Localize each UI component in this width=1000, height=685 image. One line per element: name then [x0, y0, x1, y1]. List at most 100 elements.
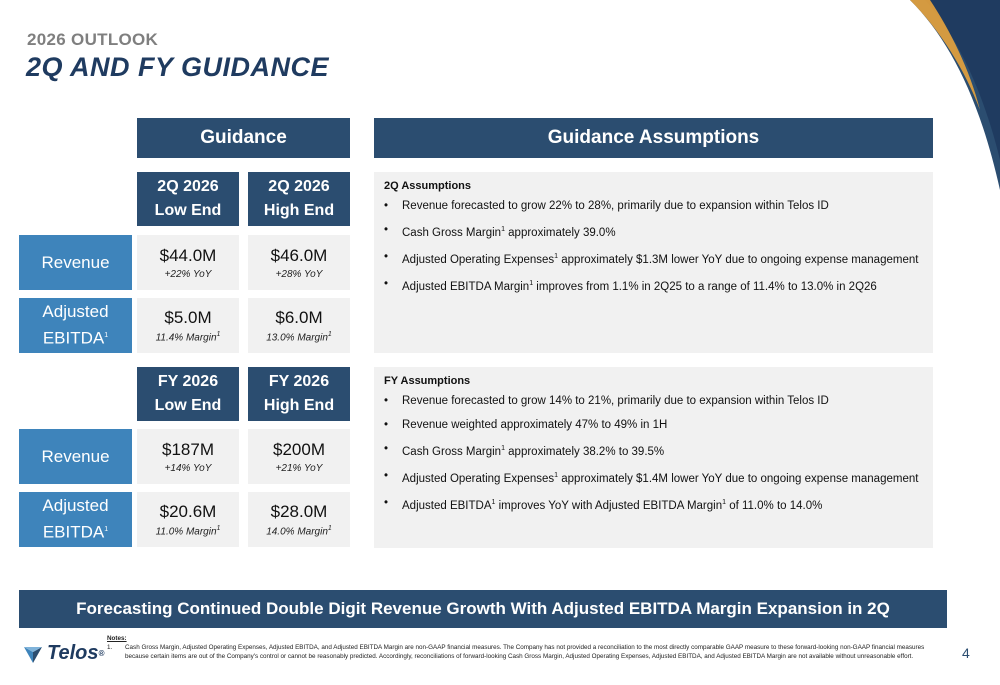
value: $28.0M: [270, 501, 328, 521]
summary-banner: Forecasting Continued Double Digit Reven…: [19, 590, 947, 628]
telos-mark-icon: [24, 646, 42, 663]
q2-revenue-high: $46.0M +28% YoY: [248, 235, 350, 290]
list-item: • Cash Gross Margin1 approximately 39.0%: [384, 222, 923, 241]
footnotes: Notes: 1. Cash Gross Margin, Adjusted Op…: [107, 634, 937, 661]
value-sub: +14% YoY: [164, 462, 212, 474]
footnote-marker: 1: [104, 332, 109, 340]
fy-revenue-low: $187M +14% YoY: [137, 429, 239, 484]
fy-assumptions-panel: FY Assumptions • Revenue forecasted to g…: [374, 367, 933, 548]
footnote-marker: 1: [501, 445, 505, 452]
header-line: FY 2026: [268, 373, 330, 390]
bullet-text: improves YoY with Adjusted EBITDA Margin: [495, 499, 723, 512]
value: $44.0M: [159, 245, 217, 265]
bullet-text: improves from 1.1% in 2Q25 to a range of…: [533, 280, 877, 293]
bullet-glyph: •: [384, 250, 389, 263]
page-title: 2Q AND FY GUIDANCE: [26, 52, 330, 82]
fy-ebitda-high: $28.0M 14.0% Margin1: [248, 492, 350, 547]
row-label: Adjusted: [42, 496, 109, 516]
q2-high-header: 2Q 2026 High End: [248, 172, 350, 226]
list-item: • Adjusted Operating Expenses1 approxima…: [384, 468, 923, 487]
q2-revenue-low: $44.0M +22% YoY: [137, 235, 239, 290]
banner-text: Forecasting Continued Double Digit Reven…: [76, 599, 890, 618]
bullet-text: Cash Gross Margin: [402, 445, 502, 458]
value-sub: 11.0% Margin: [155, 526, 217, 538]
registered-mark: ®: [98, 649, 105, 658]
logo-text: Telos: [47, 642, 99, 664]
assumptions-title: Guidance Assumptions: [547, 127, 760, 148]
fy-revenue-label: Revenue: [19, 429, 132, 484]
value: $5.0M: [164, 307, 212, 327]
q2-revenue-label: Revenue: [19, 235, 132, 290]
bullet-text: Adjusted Operating Expenses: [402, 472, 555, 485]
bullet-text: approximately $1.3M lower YoY due to ong…: [558, 253, 919, 266]
q2-assumptions-title: 2Q Assumptions: [384, 180, 471, 192]
bullet-text: Revenue forecasted to grow 14% to 21%, p…: [402, 395, 829, 407]
row-label: EBITDA: [42, 328, 105, 348]
q2-ebitda-high: $6.0M 13.0% Margin1: [248, 298, 350, 353]
note-number: 1.: [107, 644, 113, 651]
bullet-text: Revenue weighted approximately 47% to 49…: [402, 419, 668, 431]
bullet-text: Adjusted Operating Expenses: [402, 253, 555, 266]
header-line: High End: [263, 397, 335, 414]
bullet-glyph: •: [384, 277, 389, 290]
bullet-text: approximately 39.0%: [504, 226, 616, 239]
footnote-marker: 1: [104, 526, 109, 534]
bullet-glyph: •: [384, 395, 389, 407]
list-item: • Adjusted EBITDA Margin1 improves from …: [384, 276, 923, 295]
footnote-marker: 1: [327, 330, 332, 338]
value: $20.6M: [159, 501, 217, 521]
value: $6.0M: [275, 307, 323, 327]
bullet-text: Revenue forecasted to grow 22% to 28%, p…: [402, 200, 829, 212]
fy-ebitda-label: Adjusted EBITDA1: [19, 492, 132, 547]
guidance-header: Guidance: [137, 118, 350, 158]
value: $200M: [273, 439, 325, 459]
note-text: Cash Gross Margin, Adjusted Operating Ex…: [125, 644, 925, 660]
list-item: • Adjusted EBITDA1 improves YoY with Adj…: [384, 495, 923, 514]
guidance-title: Guidance: [200, 127, 287, 148]
header-line: Low End: [154, 397, 222, 414]
footnote-marker: 1: [327, 524, 332, 532]
header-line: Low End: [154, 202, 222, 219]
bullet-glyph: •: [384, 443, 389, 455]
fy-revenue-high: $200M +21% YoY: [248, 429, 350, 484]
list-item: • Cash Gross Margin1 approximately 38.2%…: [384, 441, 923, 460]
page-subtitle: 2026 OUTLOOK: [27, 30, 159, 49]
footnote-marker: 1: [216, 524, 221, 532]
header-line: High End: [263, 202, 335, 219]
bullet-glyph: •: [384, 496, 389, 509]
note-item: 1. Cash Gross Margin, Adjusted Operating…: [107, 643, 937, 661]
bullet-text: Adjusted EBITDA: [402, 499, 492, 512]
list-item: • Adjusted Operating Expenses1 approxima…: [384, 249, 923, 268]
footnote-marker: 1: [491, 498, 496, 506]
telos-logo: Telos ®: [22, 642, 104, 665]
bullet-text: of 11.0% to 14.0%: [726, 499, 823, 512]
q2-assumptions-panel: 2Q Assumptions • Revenue forecasted to g…: [374, 172, 933, 353]
header-line: FY 2026: [157, 373, 219, 390]
row-label: Revenue: [41, 252, 110, 272]
value: $46.0M: [270, 245, 328, 265]
fy-assumptions-title: FY Assumptions: [384, 375, 471, 387]
row-label: Revenue: [41, 446, 110, 466]
footnote-marker: 1: [501, 226, 505, 233]
row-label: Adjusted: [42, 302, 109, 322]
notes-heading: Notes:: [107, 635, 127, 642]
value-sub: +21% YoY: [275, 462, 323, 474]
q2-ebitda-low: $5.0M 11.4% Margin1: [137, 298, 239, 353]
bullet-text: approximately $1.4M lower YoY due to ong…: [558, 472, 919, 485]
q2-low-header: 2Q 2026 Low End: [137, 172, 239, 226]
list-item: • Revenue forecasted to grow 14% to 21%,…: [384, 393, 923, 409]
header-line: 2Q 2026: [268, 178, 330, 195]
bullet-text: Adjusted EBITDA Margin: [402, 280, 530, 293]
value-sub: 11.4% Margin: [155, 332, 217, 344]
bullet-text: approximately 38.2% to 39.5%: [504, 445, 665, 458]
fy-low-header: FY 2026 Low End: [137, 367, 239, 421]
footnote-marker: 1: [216, 330, 221, 338]
value: $187M: [162, 439, 214, 459]
header-line: 2Q 2026: [157, 178, 219, 195]
q2-ebitda-label: Adjusted EBITDA1: [19, 298, 132, 353]
bullet-glyph: •: [384, 224, 389, 236]
bullet-glyph: •: [384, 469, 389, 482]
bullet-text: Cash Gross Margin: [402, 226, 502, 239]
page-number: 4: [962, 645, 970, 661]
bullet-glyph: •: [384, 419, 389, 431]
